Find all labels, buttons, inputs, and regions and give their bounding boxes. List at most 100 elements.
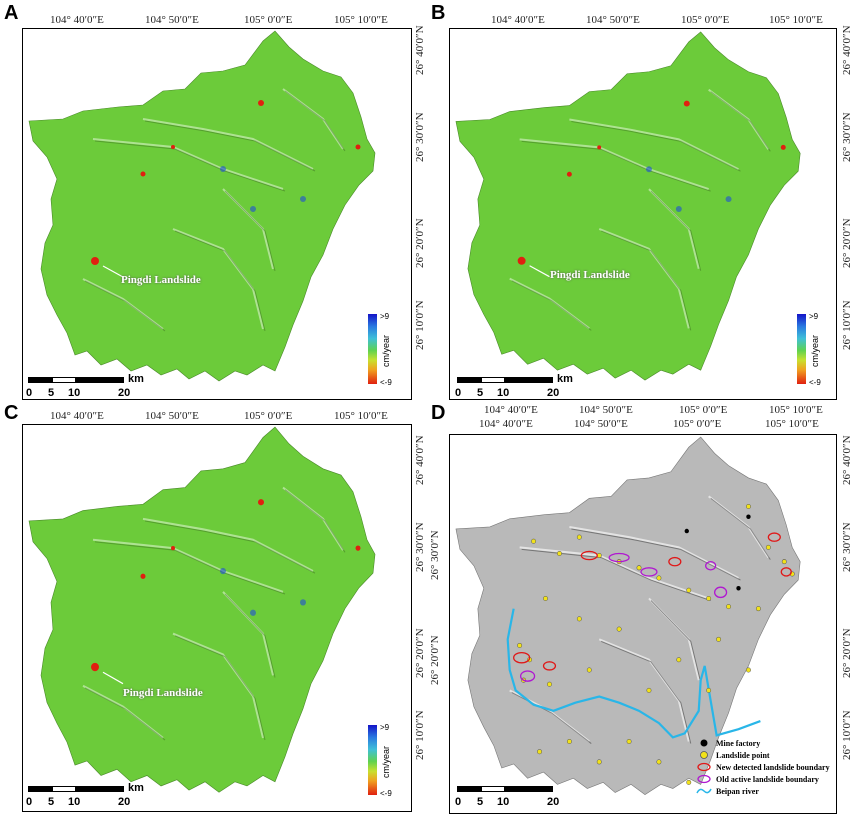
- study-area: [455, 31, 801, 381]
- ridge-shade: [519, 138, 709, 191]
- new-landslide-boundary: [767, 532, 781, 542]
- ridge-shadow: [571, 528, 741, 581]
- landslide-point: [686, 587, 692, 593]
- scale-bar: [28, 377, 124, 383]
- landslide-point: [586, 667, 592, 673]
- landslide-point: [531, 538, 537, 544]
- deformation-map: [455, 31, 801, 381]
- landslide-point: [755, 606, 761, 612]
- ridge-shade: [598, 227, 690, 329]
- old-landslide-boundary: [713, 586, 728, 599]
- top-tick: 104° 50′0″E: [579, 404, 633, 416]
- deformation-hotspot: [355, 144, 361, 150]
- landslide-point: [706, 595, 712, 601]
- ridge-shadow: [144, 520, 316, 574]
- colorbar-unit: cm/year: [810, 334, 820, 367]
- ridge-shade: [92, 138, 284, 190]
- landslide-point: [517, 642, 523, 648]
- colorbar-unit: cm/year: [381, 745, 391, 778]
- uplift-patch: [220, 166, 226, 172]
- panel-label: D: [431, 402, 446, 424]
- ridge-shadow: [511, 280, 592, 331]
- top-tick: 104° 40′0″E: [50, 410, 104, 422]
- deformation-hotspot: [780, 144, 786, 150]
- scale-label: 10: [68, 387, 81, 399]
- old-landslide-boundary: [608, 552, 630, 563]
- panel-d: D 104° 40′0″E 104° 50′0″E 105° 0′0″E 105…: [429, 402, 858, 820]
- uplift-patch: [220, 567, 226, 575]
- ridge-shadow: [84, 280, 166, 332]
- scale-unit: km: [557, 373, 573, 385]
- right-tick: 26° 30′0″N: [414, 112, 426, 162]
- mine-factory: [736, 585, 741, 591]
- landslide-point-icon: [696, 750, 712, 760]
- ridge-shade: [222, 188, 274, 270]
- top-tick: 104° 40′0″E: [491, 14, 545, 26]
- legend-item: Old active landslide boundary: [696, 773, 830, 785]
- ridge-shadow: [224, 593, 276, 678]
- panel-b: B 104° 40′0″E 104° 50′0″E 105° 0′0″E 105…: [429, 0, 858, 410]
- right-tick: 26° 20′0″N: [414, 218, 426, 268]
- deformation-hotspot: [355, 545, 361, 551]
- uplift-patch: [645, 166, 652, 173]
- ridge-shadow: [511, 691, 592, 744]
- ridge-shadow: [284, 90, 346, 152]
- top-tick: 104° 50′0″E: [574, 418, 628, 430]
- mine-factory-icon: [696, 738, 712, 748]
- scale-unit: km: [128, 373, 144, 385]
- right-tick: 26° 10′0″N: [414, 300, 426, 350]
- deformation-hotspot: [171, 145, 175, 149]
- panel-c: C 104° 40′0″E 104° 50′0″E 105° 0′0″E 105…: [0, 402, 429, 820]
- colorbar-min: <-9: [380, 789, 392, 798]
- uplift-patch: [300, 196, 306, 202]
- landslide-point: [765, 544, 771, 550]
- ridge-shadow: [601, 230, 692, 331]
- landslide-point: [676, 657, 682, 663]
- right-tick: 26° 10′0″N: [414, 710, 426, 760]
- ridge-shade: [142, 517, 314, 572]
- scale-label: 20: [547, 387, 560, 399]
- uplift-patch: [250, 206, 256, 212]
- ridge-shadow: [174, 230, 266, 332]
- right-tick: 26° 20′0″N: [841, 218, 853, 268]
- right-tick: 26° 30′0″N: [429, 530, 441, 580]
- landslide-point: [746, 504, 751, 510]
- landslide-point: [706, 687, 712, 693]
- scale-label: 0: [455, 796, 462, 808]
- colorbar-max: >9: [809, 312, 819, 321]
- study-area: [28, 426, 376, 793]
- ridge-shadow: [521, 140, 711, 192]
- new-boundary-icon: [696, 762, 712, 772]
- ridge-shadow: [94, 541, 286, 595]
- ridge-shade: [82, 278, 164, 330]
- uplift-patch: [725, 196, 732, 203]
- scale-label: 5: [477, 387, 484, 399]
- landslide-point: [596, 759, 602, 765]
- ridge-shadow: [284, 489, 346, 553]
- top-tick: 105° 10′0″E: [769, 404, 823, 416]
- right-tick: 26° 40′0″N: [414, 25, 426, 75]
- deformation-hotspot: [683, 100, 690, 107]
- top-tick: 104° 50′0″E: [145, 14, 199, 26]
- top-tick: 105° 10′0″E: [765, 418, 819, 430]
- new-landslide-boundary: [668, 556, 682, 567]
- landslide-point: [543, 595, 548, 601]
- right-tick: 26° 20′0″N: [429, 635, 441, 685]
- top-tick: 104° 40′0″E: [479, 418, 533, 430]
- legend-item: New detected landslide boundary: [696, 761, 830, 773]
- top-tick: 104° 50′0″E: [586, 14, 640, 26]
- landslide-point: [781, 559, 787, 565]
- ridge-shadow: [650, 190, 702, 271]
- right-tick: 26° 40′0″N: [841, 435, 853, 485]
- colorbar: [368, 725, 377, 795]
- ridge-shade: [172, 228, 264, 330]
- top-tick: 105° 10′0″E: [769, 14, 823, 26]
- ridge-shade: [569, 118, 739, 171]
- top-tick: 105° 0′0″E: [673, 418, 722, 430]
- landslide-point: [656, 575, 662, 581]
- map-frame: >9 <-9 cm/year Pingdi Landslide: [22, 424, 412, 812]
- deformation-hotspot: [91, 257, 99, 265]
- top-tick: 104° 40′0″E: [50, 14, 104, 26]
- deformation-hotspot: [171, 546, 175, 551]
- landslide-point: [726, 604, 731, 610]
